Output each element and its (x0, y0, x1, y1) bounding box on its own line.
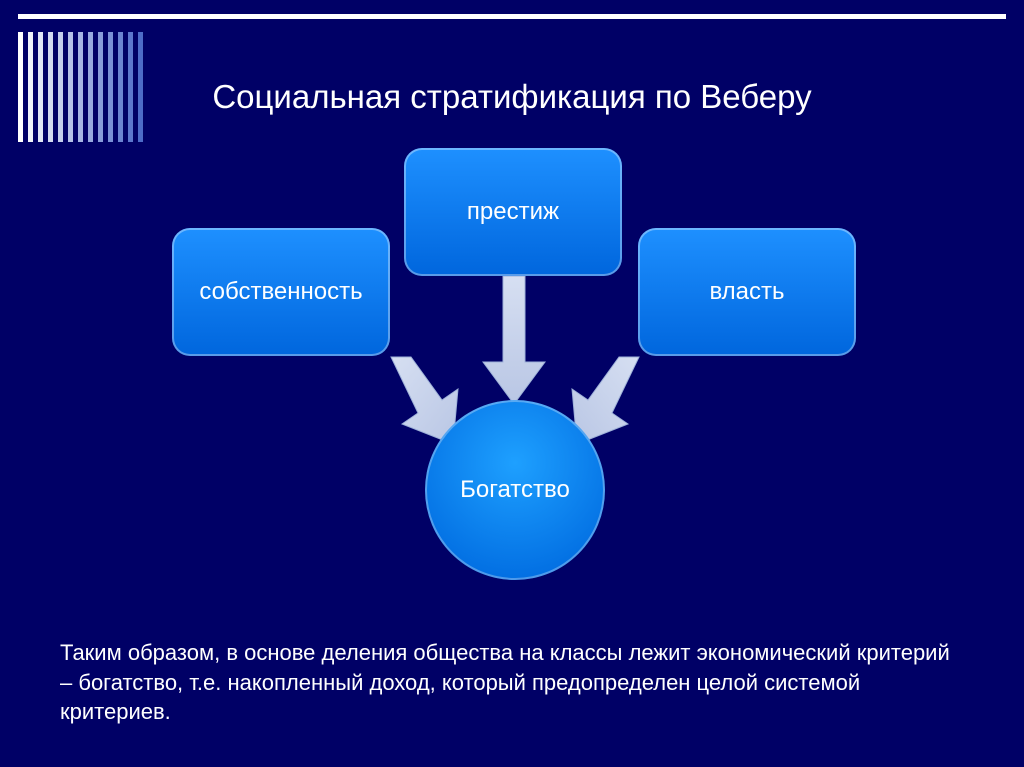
arrow (479, 276, 549, 411)
node-label: собственность (199, 278, 362, 306)
slide-title: Социальная стратификация по Веберу (0, 78, 1024, 116)
node-label: власть (709, 278, 784, 306)
node-label: Богатство (460, 476, 570, 504)
footer-text: Таким образом, в основе деления общества… (60, 638, 964, 727)
node-prest: престиж (404, 148, 622, 276)
node-power: власть (638, 228, 856, 356)
top-bar (18, 14, 1006, 19)
node-prop: собственность (172, 228, 390, 356)
node-wealth: Богатство (425, 400, 605, 580)
node-label: престиж (467, 198, 559, 226)
diagram-canvas: собственность престиж власть Богатство (0, 130, 1024, 590)
